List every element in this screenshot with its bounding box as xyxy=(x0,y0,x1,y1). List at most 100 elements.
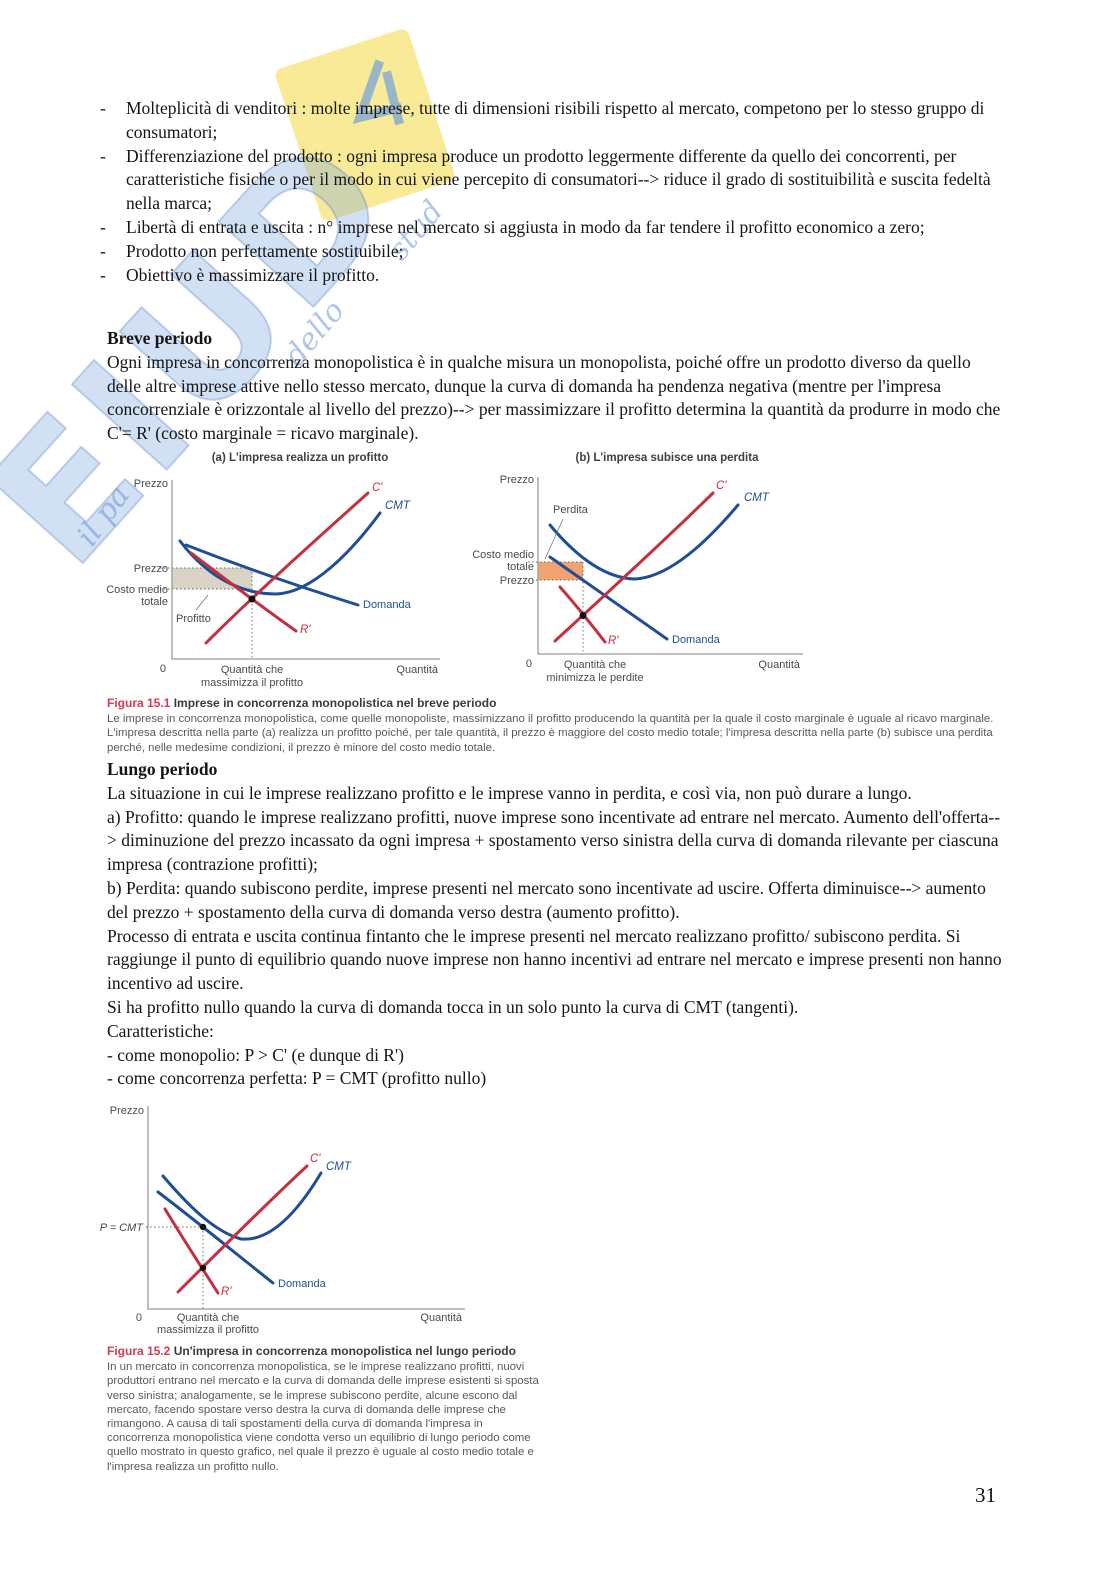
list-item: - Obiettivo è massimizzare il profitto. xyxy=(100,264,1005,288)
paragraph: Processo di entrata e uscita continua fi… xyxy=(107,925,1002,994)
figure-15-1-panel-b: (b) L'impresa subisce una perdita Prezzo… xyxy=(472,452,803,684)
axes xyxy=(147,1106,465,1310)
quantity-annotation-1: Quantità che xyxy=(177,1312,239,1324)
c-prime-label: C' xyxy=(716,480,727,492)
figure-title: Imprese in concorrenza monopolistica nel… xyxy=(173,696,497,710)
r-prime-label: R' xyxy=(608,635,619,647)
figure-15-2-caption: Figura 15.2 Un'impresa in concorrenza mo… xyxy=(107,1344,539,1474)
list-item: - Molteplicità di venditori : molte impr… xyxy=(100,97,1005,145)
demand-label: Domanda xyxy=(363,599,412,611)
p-equals-cmt-label: P = CMT xyxy=(100,1222,144,1234)
demand-curve xyxy=(156,1190,275,1285)
axes xyxy=(171,480,440,660)
cmt-curve xyxy=(161,1171,323,1241)
bullet-text: Libertà di entrata e uscita : n° imprese… xyxy=(126,216,925,237)
bullet-marker: - xyxy=(100,216,106,237)
list-item: - Libertà di entrata e uscita : n° impre… xyxy=(100,216,1005,240)
atc-level-label-2: totale xyxy=(141,596,168,608)
loss-area-label: Perdita xyxy=(553,504,589,516)
marginal-cost-curve xyxy=(553,491,715,643)
page-number: 31 xyxy=(975,1483,996,1507)
bullet-text: Prodotto non perfettamente sostituibile; xyxy=(126,240,404,261)
bullet-marker: - xyxy=(100,240,106,261)
section-heading: Lungo periodo xyxy=(107,759,218,779)
cmt-label: CMT xyxy=(326,1161,352,1173)
y-axis-label: Prezzo xyxy=(134,478,168,490)
caption-title: Figura 15.2 Un'impresa in concorrenza mo… xyxy=(107,1344,539,1358)
r-prime-label: R' xyxy=(300,624,311,636)
cmt-label: CMT xyxy=(744,492,770,504)
marginal-revenue-curve xyxy=(163,1207,220,1295)
profit-area xyxy=(172,568,252,589)
section-heading: Breve periodo xyxy=(107,328,213,348)
quantity-annotation-2: massimizza il profitto xyxy=(201,677,303,689)
origin-label: 0 xyxy=(160,663,166,675)
section-body: Ogni impresa in concorrenza monopolistic… xyxy=(107,351,1001,444)
r-prime-label: R' xyxy=(221,1286,232,1298)
demand-curve xyxy=(184,543,360,607)
c-prime-label: C' xyxy=(372,482,383,494)
price-level-label: Prezzo xyxy=(500,575,534,587)
paragraph: Caratteristiche: xyxy=(107,1020,214,1041)
tangency-point xyxy=(199,1223,207,1231)
section-lungo-periodo: Lungo periodo La situazione in cui le im… xyxy=(107,758,1005,1091)
quantity-annotation-2: massimizza il profitto xyxy=(157,1324,259,1336)
price-level-label: Prezzo xyxy=(134,563,168,575)
origin-label: 0 xyxy=(526,658,532,670)
bullet-list: - Molteplicità di venditori : molte impr… xyxy=(100,97,1005,287)
demand-label: Domanda xyxy=(672,634,721,646)
origin-label: 0 xyxy=(136,1312,142,1324)
paragraph: La situazione in cui le imprese realizza… xyxy=(107,782,912,803)
profit-area-label: Profitto xyxy=(176,613,211,625)
quantity-annotation-2: minimizza le perdite xyxy=(546,672,643,684)
bullet-marker: - xyxy=(100,98,106,118)
cmt-label: CMT xyxy=(385,500,411,512)
figure-15-2-chart: Prezzo P = CMT C' CMT Domanda R' 0 Quant… xyxy=(100,1105,465,1336)
marginal-cost-curve xyxy=(204,491,370,645)
figure-15-1-panel-a: (a) L'impresa realizza un profitto Prezz… xyxy=(106,452,440,689)
cmt-curve xyxy=(548,503,740,581)
y-axis-label: Prezzo xyxy=(110,1105,144,1117)
list-item: - Prodotto non perfettamente sostituibil… xyxy=(100,240,1005,264)
caption-body: Le imprese in concorrenza monopolistica,… xyxy=(107,713,994,754)
bullet-text: Differenziazione del prodotto : ogni imp… xyxy=(126,145,991,214)
bullet-text: Obiettivo è massimizzare il profitto. xyxy=(126,264,380,285)
bullet-text: Molteplicità di venditori : molte impres… xyxy=(126,98,985,142)
equilibrium-point xyxy=(248,595,256,603)
paragraph: - come concorrenza perfetta: P = CMT (pr… xyxy=(107,1068,487,1089)
panel-title: (b) L'impresa subisce una perdita xyxy=(576,452,760,464)
guide-lines xyxy=(528,561,584,654)
guide-lines xyxy=(146,1226,204,1309)
paragraph: - come monopolio: P > C' (e dunque di R'… xyxy=(107,1044,404,1065)
bullet-marker: - xyxy=(100,264,106,285)
paragraph: Si ha profitto nullo quando la curva di … xyxy=(107,996,799,1017)
paragraph: a) Profitto: quando le imprese realizzan… xyxy=(107,806,1001,875)
atc-level-label: Costo medio xyxy=(106,584,168,596)
caption-body: In un mercato in concorrenza monopolisti… xyxy=(107,1361,539,1473)
profit-pointer-line xyxy=(195,594,209,611)
marginal-cost-curve xyxy=(176,1164,309,1294)
marginal-revenue-curve xyxy=(189,551,298,633)
caption-title: Figura 15.1 Imprese in concorrenza monop… xyxy=(107,696,1005,710)
equilibrium-point xyxy=(199,1264,207,1272)
bullet-marker: - xyxy=(100,145,106,166)
equilibrium-point xyxy=(579,612,587,619)
atc-level-label: Costo medio xyxy=(472,549,534,561)
x-axis-label: Quantità xyxy=(758,659,800,671)
axes xyxy=(537,477,803,655)
section-breve-periodo: Breve periodo Ogni impresa in concorrenz… xyxy=(107,327,1005,446)
figure-number: Figura 15.2 xyxy=(107,1344,171,1358)
list-item: - Differenziazione del prodotto : ogni i… xyxy=(100,145,1005,216)
quantity-annotation-1: Quantità che xyxy=(564,659,626,671)
figure-number: Figura 15.1 xyxy=(107,696,171,710)
paragraph: b) Perdita: quando subiscono perdite, im… xyxy=(107,877,986,922)
loss-area xyxy=(538,562,583,580)
cmt-curve xyxy=(178,511,382,596)
demand-curve xyxy=(548,555,669,641)
y-axis-label: Prezzo xyxy=(500,474,534,486)
c-prime-label: C' xyxy=(310,1153,321,1165)
demand-label: Domanda xyxy=(278,1278,327,1290)
figure-15-1-caption: Figura 15.1 Imprese in concorrenza monop… xyxy=(107,696,1005,755)
atc-level-label-2: totale xyxy=(507,561,534,573)
